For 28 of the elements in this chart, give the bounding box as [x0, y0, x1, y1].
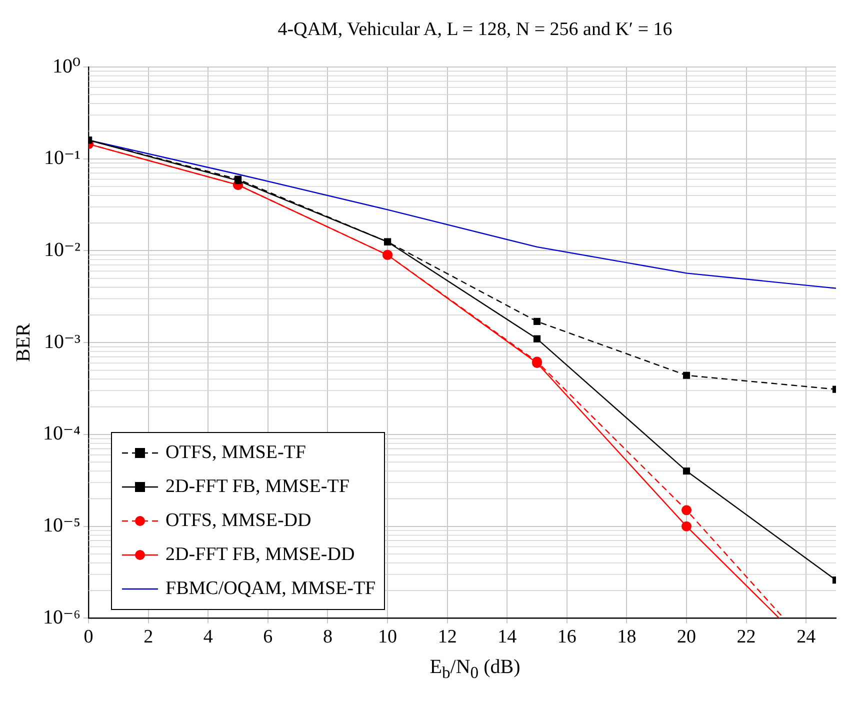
x-tick-label: 16	[557, 626, 576, 648]
x-tick-label: 22	[736, 626, 756, 648]
x-axis-title: E$_{b}$/N$_{0}$ (dB)	[428, 656, 522, 683]
y-tick-label: 10⁻²	[44, 238, 81, 261]
x-tick-label: 0	[84, 626, 94, 648]
y-tick-label: 10⁰	[52, 55, 81, 78]
legend-label: FBMC/OQAM, MMSE-TF	[166, 578, 376, 600]
y-tick-label: 10⁻³	[44, 330, 81, 353]
y-tick-label: 10⁻⁴	[43, 422, 81, 445]
legend-label: 2D-FFT FB, MMSE-TF	[166, 476, 350, 498]
y-tick-label: 10⁻⁶	[43, 606, 81, 628]
x-tick-label: 20	[677, 626, 696, 648]
x-tick-label: 24	[796, 626, 816, 648]
legend-label: 2D-FFT FB, MMSE-DD	[166, 544, 355, 566]
legend-label: OTFS, MMSE-TF	[166, 442, 306, 464]
y-axis-title: BER	[12, 322, 34, 362]
x-tick-label: 8	[322, 626, 332, 648]
x-tick-label: 4	[203, 626, 214, 648]
chart-title: 4-QAM, Vehicular A, L = 128, N = 256 and K′ = 16	[276, 18, 674, 42]
y-tick-label: 10⁻⁵	[43, 514, 81, 537]
x-tick-label: 14	[498, 626, 518, 648]
x-tick-label: 10	[378, 626, 398, 648]
y-tick-label: 10⁻¹	[44, 147, 81, 170]
legend-label: OTFS, MMSE-DD	[166, 510, 312, 532]
x-tick-label: 12	[438, 626, 457, 648]
x-tick-label: 2	[144, 626, 154, 648]
x-tick-label: 6	[263, 626, 273, 648]
x-tick-label: 18	[617, 626, 636, 648]
